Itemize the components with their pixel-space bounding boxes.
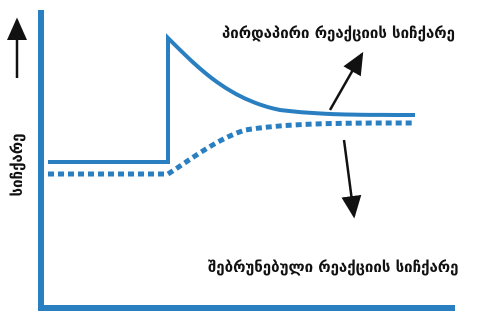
- reverse-label-arrow: [341, 139, 362, 219]
- forward-label-arrow: [328, 51, 364, 111]
- forward-rate-label: პირდაპირი რეაქციის სიჩქარე: [222, 24, 455, 42]
- y-axis-label: სიჩქარე: [8, 134, 26, 197]
- reverse-rate-label: შებრუნებული რეაქციის სიჩქარე: [208, 258, 458, 276]
- forward-rate-curve: [48, 33, 416, 164]
- reverse-rate-curve: [48, 120, 416, 177]
